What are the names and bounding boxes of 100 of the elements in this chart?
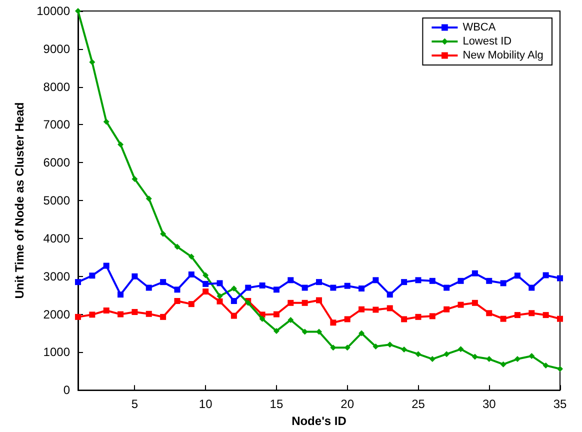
point	[288, 300, 294, 306]
point	[188, 271, 194, 278]
point	[486, 278, 492, 284]
y-tick-label: 7000	[43, 118, 70, 132]
point	[528, 352, 535, 359]
point	[344, 282, 350, 289]
point	[358, 286, 365, 292]
point	[103, 262, 110, 269]
point	[146, 284, 152, 291]
point	[486, 356, 492, 362]
point	[230, 312, 237, 319]
point	[118, 292, 124, 298]
point	[132, 273, 138, 280]
point	[429, 356, 436, 362]
y-tick-label: 0	[63, 383, 70, 398]
point	[160, 279, 166, 286]
x-axis-title: Node's ID	[292, 414, 347, 428]
y-tick-label: 9000	[43, 42, 70, 56]
point	[415, 314, 422, 320]
point	[429, 313, 436, 320]
point	[160, 230, 166, 237]
point	[372, 306, 379, 313]
point	[458, 346, 464, 352]
point	[118, 311, 124, 318]
point	[288, 316, 294, 323]
point	[188, 301, 194, 308]
point	[132, 176, 138, 182]
point	[444, 306, 450, 312]
point	[188, 254, 194, 260]
point	[316, 297, 322, 304]
point	[514, 312, 520, 318]
y-tick-label: 6000	[43, 156, 70, 170]
point	[146, 196, 152, 202]
point	[273, 286, 280, 293]
point	[174, 286, 180, 293]
point	[160, 314, 166, 320]
point	[372, 277, 379, 284]
x-tick-label: 5	[131, 397, 138, 412]
point	[259, 282, 266, 288]
point	[386, 305, 393, 312]
legend-label: New Mobility Alg	[462, 50, 544, 62]
point	[557, 316, 563, 322]
point	[316, 328, 322, 335]
x-tick-label: 30	[482, 397, 496, 412]
y-tick-label: 8000	[43, 80, 70, 94]
point	[75, 279, 81, 286]
point	[103, 307, 110, 314]
x-tick-label: 35	[553, 397, 567, 412]
legend-label: Lowest ID	[462, 36, 512, 48]
x-tick-label: 10	[198, 397, 213, 412]
point	[401, 346, 408, 353]
point	[245, 284, 252, 291]
point	[288, 277, 294, 284]
point	[216, 298, 223, 304]
point	[75, 314, 81, 320]
point	[415, 277, 422, 284]
point	[401, 279, 408, 286]
point	[89, 272, 96, 279]
point	[216, 280, 223, 286]
point	[330, 284, 336, 291]
point	[557, 366, 563, 372]
point	[273, 311, 280, 318]
point	[132, 309, 138, 316]
point	[500, 316, 506, 322]
point	[358, 306, 365, 312]
point	[557, 275, 563, 282]
point	[458, 302, 464, 308]
point	[302, 300, 308, 306]
point	[472, 354, 478, 360]
point	[273, 328, 280, 334]
point	[103, 118, 110, 125]
y-tick-label: 5000	[43, 194, 70, 208]
point	[542, 362, 549, 368]
point	[216, 293, 223, 300]
point	[344, 316, 350, 322]
point	[458, 278, 464, 284]
point	[514, 272, 520, 279]
y-tick-label: 4000	[43, 231, 70, 246]
point	[89, 312, 96, 318]
point	[202, 280, 209, 287]
y-tick-label: 1000	[43, 345, 70, 360]
point	[401, 316, 408, 322]
point	[89, 59, 96, 66]
point	[500, 361, 506, 368]
point	[302, 284, 308, 291]
point	[528, 284, 535, 291]
y-tick-label: 2000	[43, 307, 70, 322]
x-tick-label: 20	[340, 397, 354, 412]
point	[486, 310, 492, 316]
point	[174, 244, 180, 250]
point	[202, 272, 209, 278]
y-tick-label: 10000	[36, 4, 70, 18]
point	[429, 278, 436, 284]
y-tick-label: 3000	[43, 269, 70, 284]
point	[358, 330, 365, 336]
point	[202, 288, 209, 295]
point	[230, 286, 237, 292]
point	[444, 351, 450, 358]
point	[514, 356, 520, 362]
point	[330, 320, 336, 326]
